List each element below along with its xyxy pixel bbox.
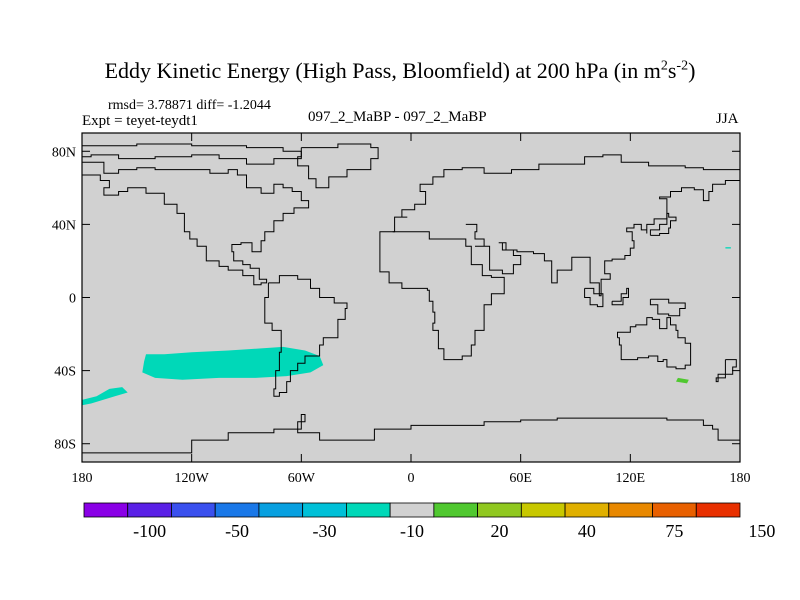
anomaly-layer: [82, 247, 731, 406]
coastline-layer: [81, 143, 741, 454]
y-tick-label: 0: [69, 292, 76, 307]
anomaly-south-pacific-negative: [142, 346, 324, 380]
plot-background: [82, 133, 740, 462]
colorbar-swatch: [258, 502, 304, 518]
colorbar-label: 75: [665, 521, 683, 541]
colorbar-label: 40: [578, 521, 596, 541]
x-tick-label: 180: [730, 471, 751, 486]
colorbar: -100 -50 -30 -10 20 40 75 150: [83, 502, 775, 541]
chart-title: Eddy Kinetic Energy (High Pass, Bloomfie…: [104, 58, 696, 83]
experiment-name: 097_2_MaBP - 097_2_MaBP: [308, 109, 487, 125]
colorbar-swatch: [652, 502, 697, 518]
x-tick-label: 120W: [175, 471, 210, 486]
colorbar-label: -10: [400, 521, 424, 541]
axis-ticks: 180 120W 60W 0 60E 120E 180 80N 40N 0 40S 80S: [52, 133, 751, 486]
coastline: [649, 212, 677, 236]
x-tick-label: 180: [72, 471, 93, 486]
anomaly-pacific-north-speck: [725, 247, 731, 249]
colorbar-label: -50: [225, 521, 249, 541]
y-tick-label: 80S: [54, 438, 76, 453]
colorbar-swatch: [477, 502, 522, 518]
colorbar-swatch: [564, 502, 610, 518]
colorbar-swatch: [302, 502, 347, 518]
colorbar-swatch: [608, 502, 653, 518]
y-tick-label: 80N: [52, 145, 76, 160]
colorbar-swatch: [389, 502, 435, 518]
coastline: [649, 298, 686, 317]
colorbar-label: -100: [133, 521, 166, 541]
colorbar-swatch: [171, 502, 216, 518]
colorbar-swatch: [695, 502, 741, 518]
colorbar-swatch: [520, 502, 566, 518]
experiment-label: Expt = teyet-teydt1: [82, 113, 198, 129]
colorbar-label: -30: [313, 521, 337, 541]
colorbar-swatch: [345, 502, 391, 518]
coastline: [264, 275, 348, 397]
coastline: [82, 143, 302, 165]
coastline: [617, 317, 692, 370]
coastline: [81, 161, 310, 286]
colorbar-swatch: [83, 502, 129, 518]
colorbar-swatch: [127, 502, 172, 518]
coastline: [611, 287, 629, 306]
coastline: [82, 414, 741, 454]
y-tick-label: 40S: [54, 365, 76, 380]
x-tick-label: 60E: [509, 471, 532, 486]
coastline: [392, 154, 741, 233]
anomaly-far-south-pacific-negative: [82, 387, 128, 406]
colorbar-swatch: [214, 502, 260, 518]
season-label: JJA: [716, 111, 739, 127]
anomaly-tasman-positive: [676, 377, 689, 384]
stats-text: rmsd= 3.78871 diff= -1.2044: [108, 98, 271, 113]
coastline: [465, 176, 741, 297]
y-tick-label: 40N: [52, 218, 76, 233]
x-tick-label: 60W: [288, 471, 316, 486]
coastline: [297, 143, 379, 189]
colorbar-label: 20: [490, 521, 508, 541]
coastline: [715, 359, 737, 383]
x-tick-label: 120E: [616, 471, 646, 486]
coastline: [584, 287, 604, 308]
colorbar-label: 150: [748, 521, 775, 541]
coastline: [379, 231, 505, 361]
colorbar-swatch: [433, 502, 479, 518]
x-tick-label: 0: [408, 471, 415, 486]
